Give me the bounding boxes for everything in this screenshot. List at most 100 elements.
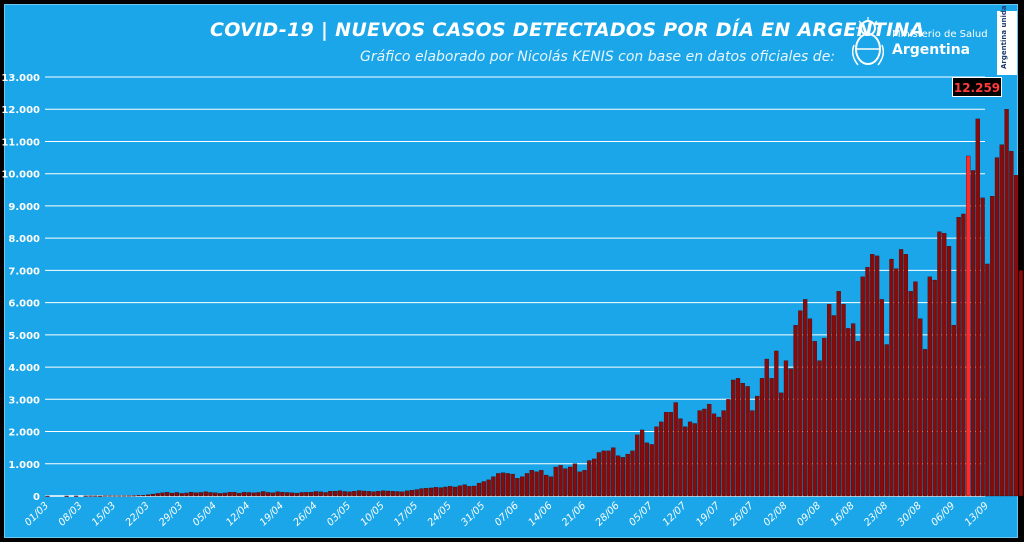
- bar: [93, 495, 98, 497]
- bar: [366, 491, 371, 497]
- bar: [683, 426, 688, 497]
- x-tick-label: 07/06: [493, 500, 521, 528]
- x-tick-label: 09/08: [795, 500, 823, 528]
- bar: [956, 217, 961, 497]
- bar: [337, 490, 343, 497]
- bar: [903, 254, 908, 497]
- y-tick-label: 1.000: [8, 460, 40, 471]
- bar: [855, 341, 861, 497]
- bar: [601, 450, 606, 497]
- bar: [803, 299, 808, 497]
- bar: [524, 473, 530, 497]
- bar: [553, 466, 558, 497]
- bar: [639, 429, 645, 497]
- bar: [587, 460, 592, 497]
- bar: [424, 488, 429, 497]
- bar: [45, 495, 50, 497]
- bar: [616, 455, 621, 497]
- bar: [946, 246, 952, 497]
- bar: [299, 492, 304, 497]
- bar: [318, 491, 323, 497]
- bar: [817, 360, 822, 497]
- bar: [443, 486, 448, 497]
- bar: [83, 495, 88, 497]
- x-tick-label: 24/05: [426, 500, 454, 528]
- x-tick-label: 26/07: [728, 500, 757, 529]
- bar: [409, 490, 415, 497]
- x-tick-label: 02/08: [762, 500, 790, 528]
- bar: [889, 258, 894, 497]
- bar: [496, 473, 501, 497]
- bar: [222, 492, 227, 497]
- bar: [232, 491, 237, 497]
- bar: [1014, 175, 1019, 497]
- bar: [644, 442, 649, 497]
- y-tick-label: 3.000: [8, 395, 40, 406]
- bar: [198, 492, 203, 497]
- bar: [141, 495, 146, 497]
- bar: [544, 474, 549, 497]
- bar: [380, 490, 386, 497]
- bar: [927, 276, 932, 497]
- bar: [822, 337, 827, 497]
- bar: [126, 495, 132, 497]
- x-tick-label: 16/08: [829, 500, 857, 528]
- bar: [937, 231, 942, 497]
- bar: [846, 328, 851, 497]
- ministerio-logo: Ministerio de Salud Argentina: [848, 15, 988, 71]
- bar: [169, 492, 175, 497]
- bar: [251, 492, 256, 497]
- bar: [807, 318, 813, 497]
- bar: [994, 157, 1000, 497]
- bar: [783, 360, 789, 497]
- bar: [980, 197, 985, 497]
- bar: [160, 492, 165, 497]
- bar: [328, 491, 333, 497]
- bar: [107, 495, 112, 497]
- bar: [400, 491, 405, 497]
- bar: [376, 491, 381, 497]
- argentina-unida-tag: Argentina unida: [997, 5, 1017, 75]
- bar: [256, 492, 261, 497]
- bar: [452, 486, 458, 497]
- x-tick-label: 30/08: [896, 500, 924, 528]
- bar: [136, 495, 141, 497]
- bar: [395, 491, 400, 497]
- bar: [510, 473, 515, 497]
- bar: [759, 378, 765, 497]
- bar: [702, 408, 707, 497]
- bar: [438, 487, 443, 497]
- bar: [467, 486, 472, 497]
- y-tick-label: 10.000: [1, 170, 40, 181]
- bar: [764, 358, 769, 497]
- logo-line1: Ministerio de Salud: [892, 29, 988, 40]
- bar: [227, 492, 232, 497]
- bar: [294, 492, 299, 497]
- bar: [131, 495, 136, 497]
- bar: [275, 491, 280, 497]
- bar: [448, 486, 453, 497]
- bar: [246, 492, 251, 497]
- bar: [165, 492, 170, 497]
- bar: [668, 412, 673, 497]
- y-tick-label: 0: [33, 492, 40, 503]
- bar: [812, 341, 817, 497]
- y-tick-label: 6.000: [8, 299, 40, 310]
- bar: [831, 315, 837, 497]
- bar: [280, 491, 285, 497]
- bar: [428, 487, 434, 497]
- bar: [793, 325, 798, 497]
- y-tick-label: 8.000: [8, 234, 40, 245]
- bar: [922, 349, 928, 497]
- bar: [309, 491, 314, 497]
- bar: [908, 291, 913, 497]
- x-tick-label: 31/05: [459, 500, 487, 528]
- bar: [265, 492, 271, 497]
- bar: [788, 368, 793, 497]
- bar: [769, 378, 774, 497]
- bar: [625, 453, 630, 497]
- bar: [611, 447, 616, 497]
- bar: [692, 423, 697, 497]
- bar: [323, 492, 328, 497]
- bar: [951, 325, 956, 497]
